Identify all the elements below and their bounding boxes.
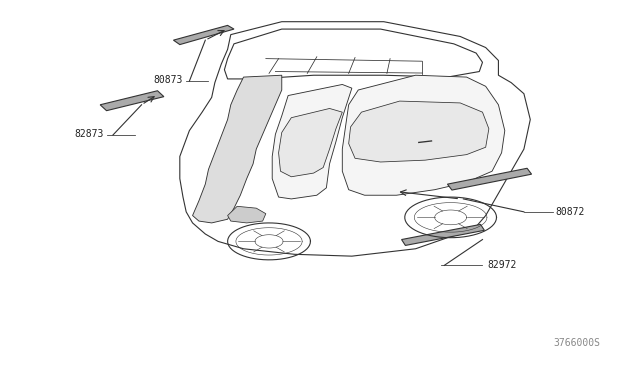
Polygon shape: [100, 91, 164, 111]
Polygon shape: [401, 224, 484, 246]
Polygon shape: [272, 84, 352, 199]
Polygon shape: [349, 101, 489, 162]
Polygon shape: [342, 75, 505, 195]
Text: 80872: 80872: [556, 207, 585, 217]
Text: 80873: 80873: [154, 75, 183, 85]
Polygon shape: [193, 75, 282, 223]
Text: 82972: 82972: [487, 260, 516, 270]
Polygon shape: [173, 25, 234, 45]
Text: 3766000S: 3766000S: [554, 339, 600, 349]
Polygon shape: [278, 109, 342, 177]
Polygon shape: [228, 206, 266, 223]
Polygon shape: [447, 168, 532, 190]
Text: 82873: 82873: [74, 129, 103, 139]
